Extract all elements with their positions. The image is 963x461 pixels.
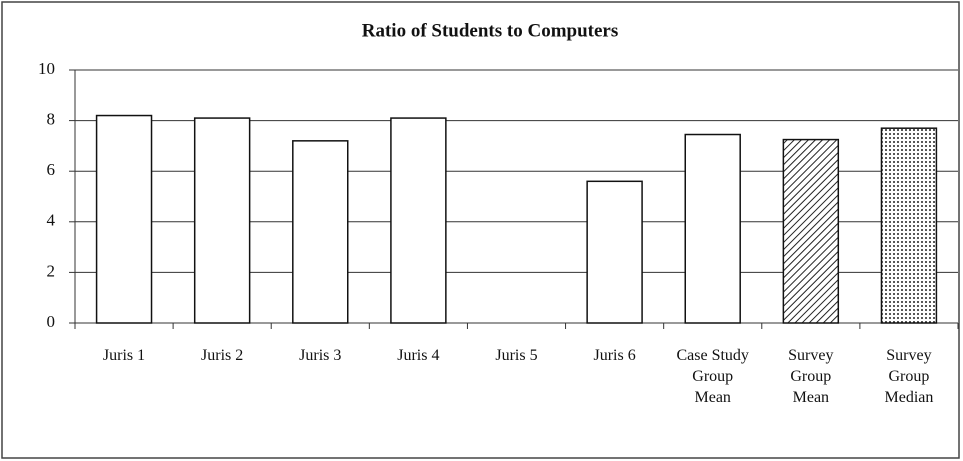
chart-title: Ratio of Students to Computers bbox=[362, 20, 619, 41]
bar bbox=[880, 127, 938, 324]
bar bbox=[193, 117, 251, 324]
y-tick-label: 10 bbox=[38, 59, 55, 78]
bar bbox=[684, 133, 741, 324]
y-tick-label: 0 bbox=[47, 312, 56, 331]
bar bbox=[782, 138, 840, 324]
bar bbox=[292, 140, 349, 324]
x-tick-label: Juris 4 bbox=[397, 347, 440, 364]
x-tick-label: Survey Group Mean bbox=[788, 347, 834, 406]
x-tick-label: Juris 6 bbox=[593, 347, 636, 364]
bar bbox=[95, 114, 153, 324]
y-tick-label: 2 bbox=[47, 261, 56, 280]
y-tick-label: 4 bbox=[47, 211, 56, 230]
bar bbox=[586, 180, 643, 324]
bar bbox=[390, 117, 447, 324]
x-tick-label: Juris 1 bbox=[102, 347, 146, 364]
x-tick-label: Juris 2 bbox=[201, 347, 244, 364]
x-tick-label: Survey Group Median bbox=[884, 347, 934, 406]
x-tick-label: Juris 3 bbox=[299, 347, 342, 364]
x-tick-label: Case Study Group Mean bbox=[676, 347, 749, 406]
x-tick-label: Juris 5 bbox=[495, 347, 538, 364]
y-tick-label: 6 bbox=[47, 160, 56, 179]
y-tick-label: 8 bbox=[47, 110, 56, 129]
